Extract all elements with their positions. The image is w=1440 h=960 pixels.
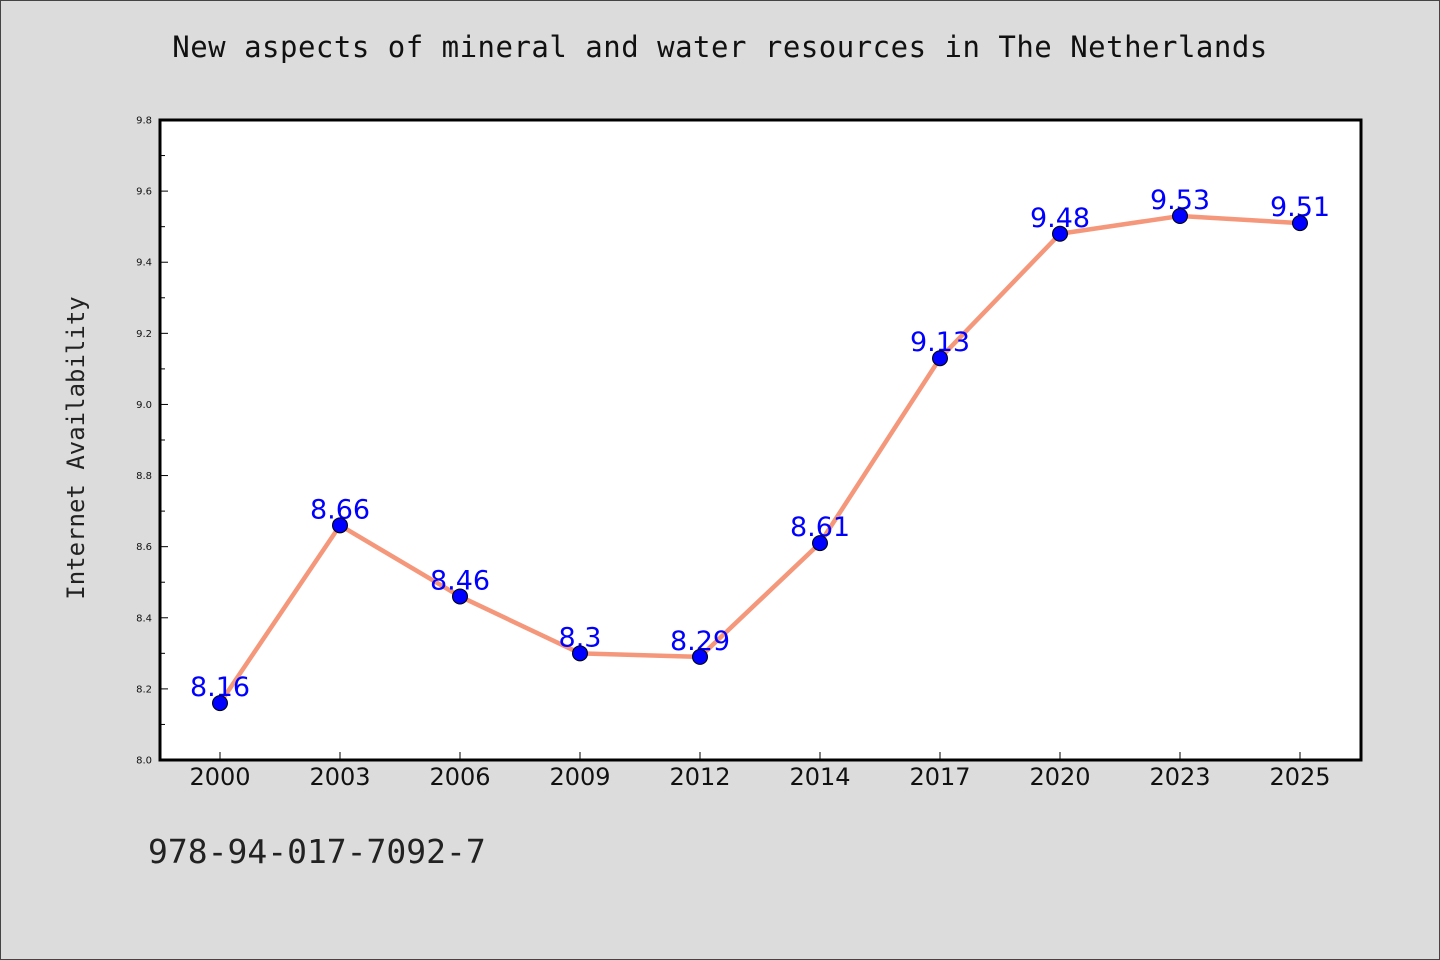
x-tick-label: 2003 xyxy=(309,763,370,791)
isbn-text: 978-94-017-7092-7 xyxy=(148,832,486,871)
y-tick-label: 9.6 xyxy=(136,187,152,198)
data-point xyxy=(572,645,588,662)
plot-area xyxy=(158,118,1363,762)
y-tick-label: 9.4 xyxy=(136,258,152,269)
y-tick-label: 9.8 xyxy=(136,116,152,127)
y-tick-label: 8.0 xyxy=(136,756,152,767)
x-tick-label: 2023 xyxy=(1149,763,1210,791)
series-line xyxy=(217,213,1303,706)
x-tick-label: 2025 xyxy=(1269,763,1330,791)
data-point xyxy=(1172,208,1188,224)
data-point xyxy=(332,517,348,534)
chart-title: New aspects of mineral and water resourc… xyxy=(172,30,1268,64)
y-tick-label: 9.0 xyxy=(136,400,152,411)
x-tick-label: 2000 xyxy=(189,763,250,791)
x-tick-label: 2017 xyxy=(909,763,970,791)
data-point xyxy=(1292,215,1308,232)
x-tick-label: 2012 xyxy=(669,763,730,791)
y-tick-label: 8.8 xyxy=(136,471,152,482)
y-tick-label: 8.4 xyxy=(136,613,152,624)
y-axis: 8.0 8.2 8.4 8.6 8.8 9.0 9.2 9.4 9.6 9.8 xyxy=(136,116,168,767)
data-point xyxy=(812,535,828,552)
x-tick-label: 2006 xyxy=(429,763,490,791)
series-group: 8.168.668.468.3 8.298.619.139.489.53 9.51 xyxy=(190,185,1330,712)
y-tick-label: 8.6 xyxy=(136,542,152,553)
data-point xyxy=(692,648,708,665)
data-point xyxy=(452,588,468,605)
y-tick-label: 9.2 xyxy=(136,329,152,340)
x-axis: 2000 2003 2006 2009 2012 2014 2017 2020 2023 2025 xyxy=(189,752,1331,791)
data-point xyxy=(1052,225,1068,242)
x-tick-label: 2014 xyxy=(789,763,850,791)
data-point xyxy=(212,695,228,712)
data-point xyxy=(932,350,948,367)
x-tick-label: 2020 xyxy=(1029,763,1090,791)
y-tick-label: 8.2 xyxy=(136,684,152,695)
x-tick-label: 2009 xyxy=(549,763,610,791)
